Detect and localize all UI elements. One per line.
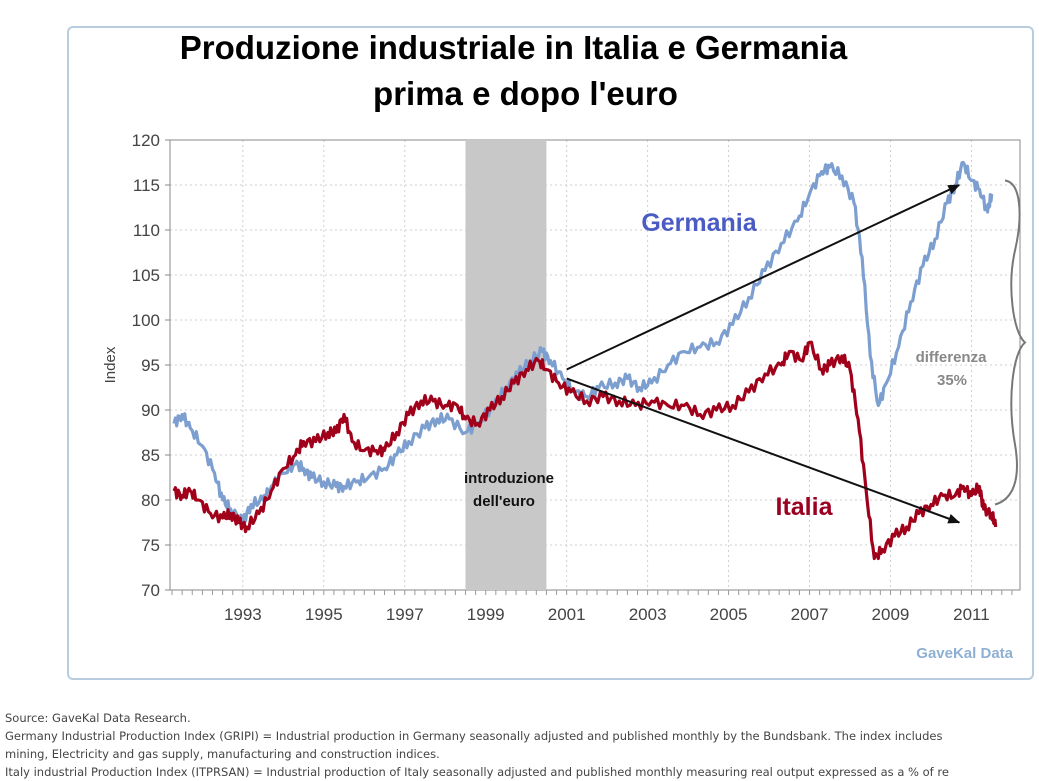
line-chart: 70 75 80 85 90 95 100 105 110 115 120 1993 1995 1997… <box>102 131 1027 662</box>
x-tick-label: 1997 <box>386 605 424 624</box>
x-tick-label: 2009 <box>872 605 910 624</box>
y-axis-label: Index <box>102 346 119 383</box>
footer-germany-note: Germany Industrial Production Index (GRI… <box>5 729 943 743</box>
x-tick-label: 2001 <box>548 605 586 624</box>
y-axis: 70 75 80 85 90 95 100 105 110 115 120 <box>132 131 170 600</box>
footer-notes: Source: GaveKal Data Research. Germany I… <box>5 709 1039 781</box>
footer-germany-note-cont: mining, Electricity and gas supply, manu… <box>5 747 440 761</box>
y-tick-label: 110 <box>133 221 160 240</box>
y-tick-label: 75 <box>141 536 160 555</box>
footer-italy-note: Italy industrial Production Index (ITPRS… <box>5 765 949 779</box>
difference-label: differenza <box>916 349 988 366</box>
chart-frame <box>67 26 1034 680</box>
y-tick-label: 85 <box>141 446 160 465</box>
chart-title: Produzione industriale in Italia e Germa… <box>179 29 848 66</box>
x-tick-label: 1999 <box>467 605 505 624</box>
italy-trend-arrow <box>566 377 961 524</box>
series-line-italia <box>172 340 998 561</box>
germany-trend-arrow <box>566 184 961 371</box>
y-tick-label: 95 <box>141 356 160 375</box>
difference-value: 35% <box>937 372 967 389</box>
x-tick-label: 2003 <box>629 605 667 624</box>
difference-bracket <box>994 179 1027 506</box>
y-tick-label: 80 <box>141 491 160 510</box>
series-label-germania: Germania <box>641 209 757 237</box>
x-tick-label: 1993 <box>224 605 262 624</box>
euro-band-label-line1: introduzione <box>464 470 554 487</box>
chart-subtitle: prima e dopo l'euro <box>373 75 678 112</box>
y-tick-label: 90 <box>141 401 160 420</box>
y-tick-label: 115 <box>133 176 160 195</box>
x-axis: 1993 1995 1997 1999 2001 2003 2005 2007 2009 2011 <box>171 590 1013 624</box>
y-tick-label: 70 <box>141 581 160 600</box>
x-tick-label: 2005 <box>710 605 748 624</box>
y-tick-label: 120 <box>132 131 160 150</box>
x-tick-label: 2011 <box>953 605 990 624</box>
series-lines <box>172 160 998 561</box>
x-tick-label: 1995 <box>305 605 343 624</box>
x-tick-label: 2007 <box>791 605 829 624</box>
y-tick-label: 105 <box>132 266 160 285</box>
series-label-italia: Italia <box>776 493 834 521</box>
euro-band-label-line2: dell'euro <box>473 493 535 510</box>
footer-source: Source: GaveKal Data Research. <box>5 711 191 725</box>
y-tick-label: 100 <box>132 311 160 330</box>
series-line-germania <box>172 160 994 525</box>
source-watermark: GaveKal Data <box>916 645 1013 662</box>
